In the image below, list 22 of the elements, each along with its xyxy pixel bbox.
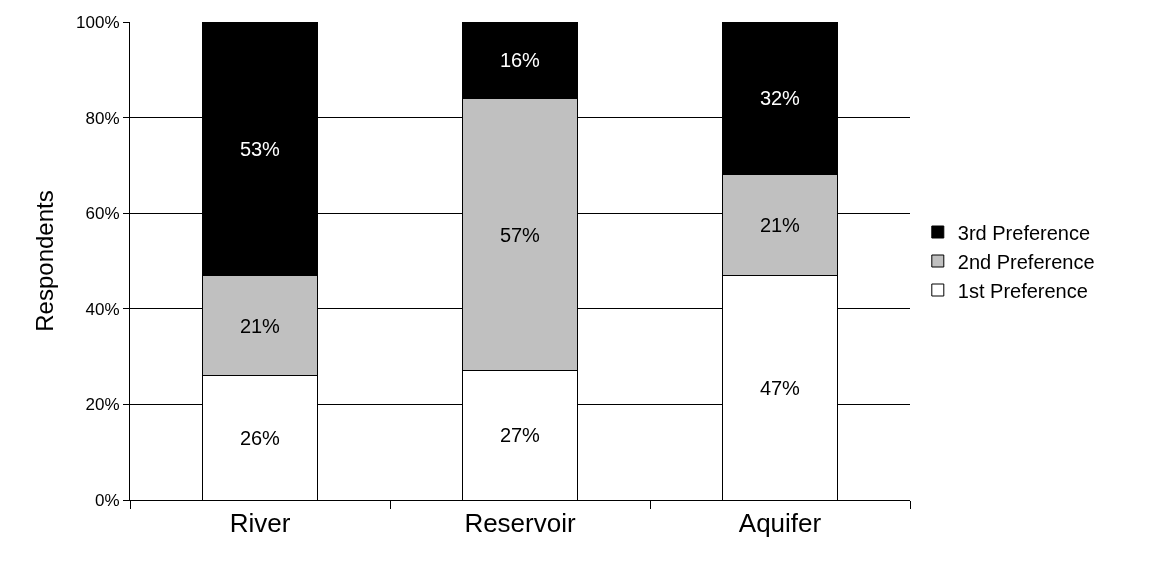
y-tick-label: 0% (95, 490, 120, 510)
legend-label: 3rd Preference (957, 221, 1091, 244)
data-label: 53% (239, 137, 281, 160)
data-label: 47% (759, 376, 801, 399)
y-tick-label: 80% (85, 108, 120, 128)
legend-label: 1st Preference (957, 279, 1088, 302)
x-tick-label: River (229, 508, 291, 539)
data-label: 21% (759, 214, 801, 237)
y-tick-label: 100% (76, 12, 120, 32)
y-tick-label: 60% (85, 204, 120, 224)
data-label: 27% (499, 424, 541, 447)
data-label: 16% (499, 49, 541, 72)
data-label: 57% (499, 223, 541, 246)
y-axis-title: Respondents (31, 190, 59, 332)
data-label: 32% (759, 87, 801, 110)
y-tick-label: 40% (85, 299, 120, 319)
data-label: 21% (239, 314, 281, 337)
y-tick-label: 20% (85, 395, 120, 415)
data-label: 26% (239, 426, 281, 449)
legend-label: 2nd Preference (957, 250, 1095, 273)
x-tick-label: Aquifer (738, 508, 822, 539)
x-tick-label: Reservoir (464, 508, 576, 539)
